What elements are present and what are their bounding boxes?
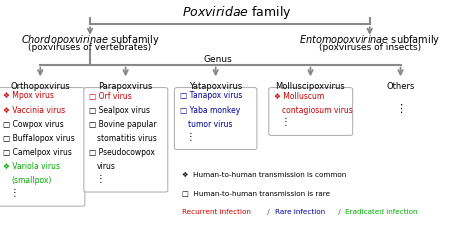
Text: □ Pseudocowpox: □ Pseudocowpox (89, 148, 155, 157)
Text: $\it{Poxviridae}$ family: $\it{Poxviridae}$ family (182, 4, 292, 21)
Text: □ Camelpox virus: □ Camelpox virus (3, 148, 72, 157)
Text: ⋮: ⋮ (186, 132, 196, 142)
Text: (smallpox): (smallpox) (11, 176, 52, 185)
Text: Parapoxvirus: Parapoxvirus (99, 82, 153, 91)
Text: ❖  Human-to-human transmission is common: ❖ Human-to-human transmission is common (182, 172, 347, 178)
Text: ⋮: ⋮ (395, 104, 406, 114)
Text: (poxviruses of insects): (poxviruses of insects) (319, 43, 421, 52)
Text: □ Cowpox virus: □ Cowpox virus (3, 120, 64, 129)
Text: Rare infection: Rare infection (275, 209, 325, 215)
Text: ⋮: ⋮ (95, 174, 105, 184)
Text: □ Yaba monkey: □ Yaba monkey (180, 106, 240, 115)
Text: contagiosum virus: contagiosum virus (282, 106, 353, 115)
Text: ❖ Vaccinia virus: ❖ Vaccinia virus (3, 106, 65, 115)
Text: ❖ Variola virus: ❖ Variola virus (3, 162, 60, 171)
Text: □ Bovine papular: □ Bovine papular (89, 120, 157, 129)
Text: Recurrent infection: Recurrent infection (182, 209, 251, 215)
Text: ❖ Mpox virus: ❖ Mpox virus (3, 92, 54, 101)
Text: Yatapoxvirus: Yatapoxvirus (189, 82, 242, 91)
Text: $\it{Entomopoxvirinae}$ subfamily: $\it{Entomopoxvirinae}$ subfamily (299, 33, 440, 47)
Text: (poxviruses of vertebrates): (poxviruses of vertebrates) (28, 43, 152, 52)
Text: Molluscipoxvirus: Molluscipoxvirus (275, 82, 346, 91)
Text: ❖ Molluscum: ❖ Molluscum (274, 92, 324, 101)
FancyBboxPatch shape (174, 88, 257, 150)
Text: □  Human-to-human transmission is rare: □ Human-to-human transmission is rare (182, 190, 331, 196)
Text: virus: virus (97, 162, 116, 171)
Text: Genus: Genus (204, 55, 232, 64)
FancyBboxPatch shape (269, 88, 353, 135)
Text: □ Tanapox virus: □ Tanapox virus (180, 92, 242, 101)
Text: Orthopoxvirus: Orthopoxvirus (10, 82, 70, 91)
Text: tumor virus: tumor virus (188, 120, 232, 129)
Text: /: / (336, 209, 343, 215)
Text: □ Buffalopox virus: □ Buffalopox virus (3, 134, 75, 143)
FancyBboxPatch shape (0, 88, 85, 206)
Text: ⋮: ⋮ (280, 117, 290, 127)
FancyBboxPatch shape (84, 88, 168, 192)
Text: Eradicated infection: Eradicated infection (345, 209, 418, 215)
Text: □ Orf virus: □ Orf virus (89, 92, 132, 101)
Text: Others: Others (386, 82, 415, 91)
Text: stomatitis virus: stomatitis virus (97, 134, 157, 143)
Text: $\it{Chordopoxvirinae}$ subfamily: $\it{Chordopoxvirinae}$ subfamily (21, 33, 159, 47)
Text: □ Sealpox virus: □ Sealpox virus (89, 106, 150, 115)
Text: /: / (265, 209, 273, 215)
Text: ⋮: ⋮ (9, 188, 19, 198)
